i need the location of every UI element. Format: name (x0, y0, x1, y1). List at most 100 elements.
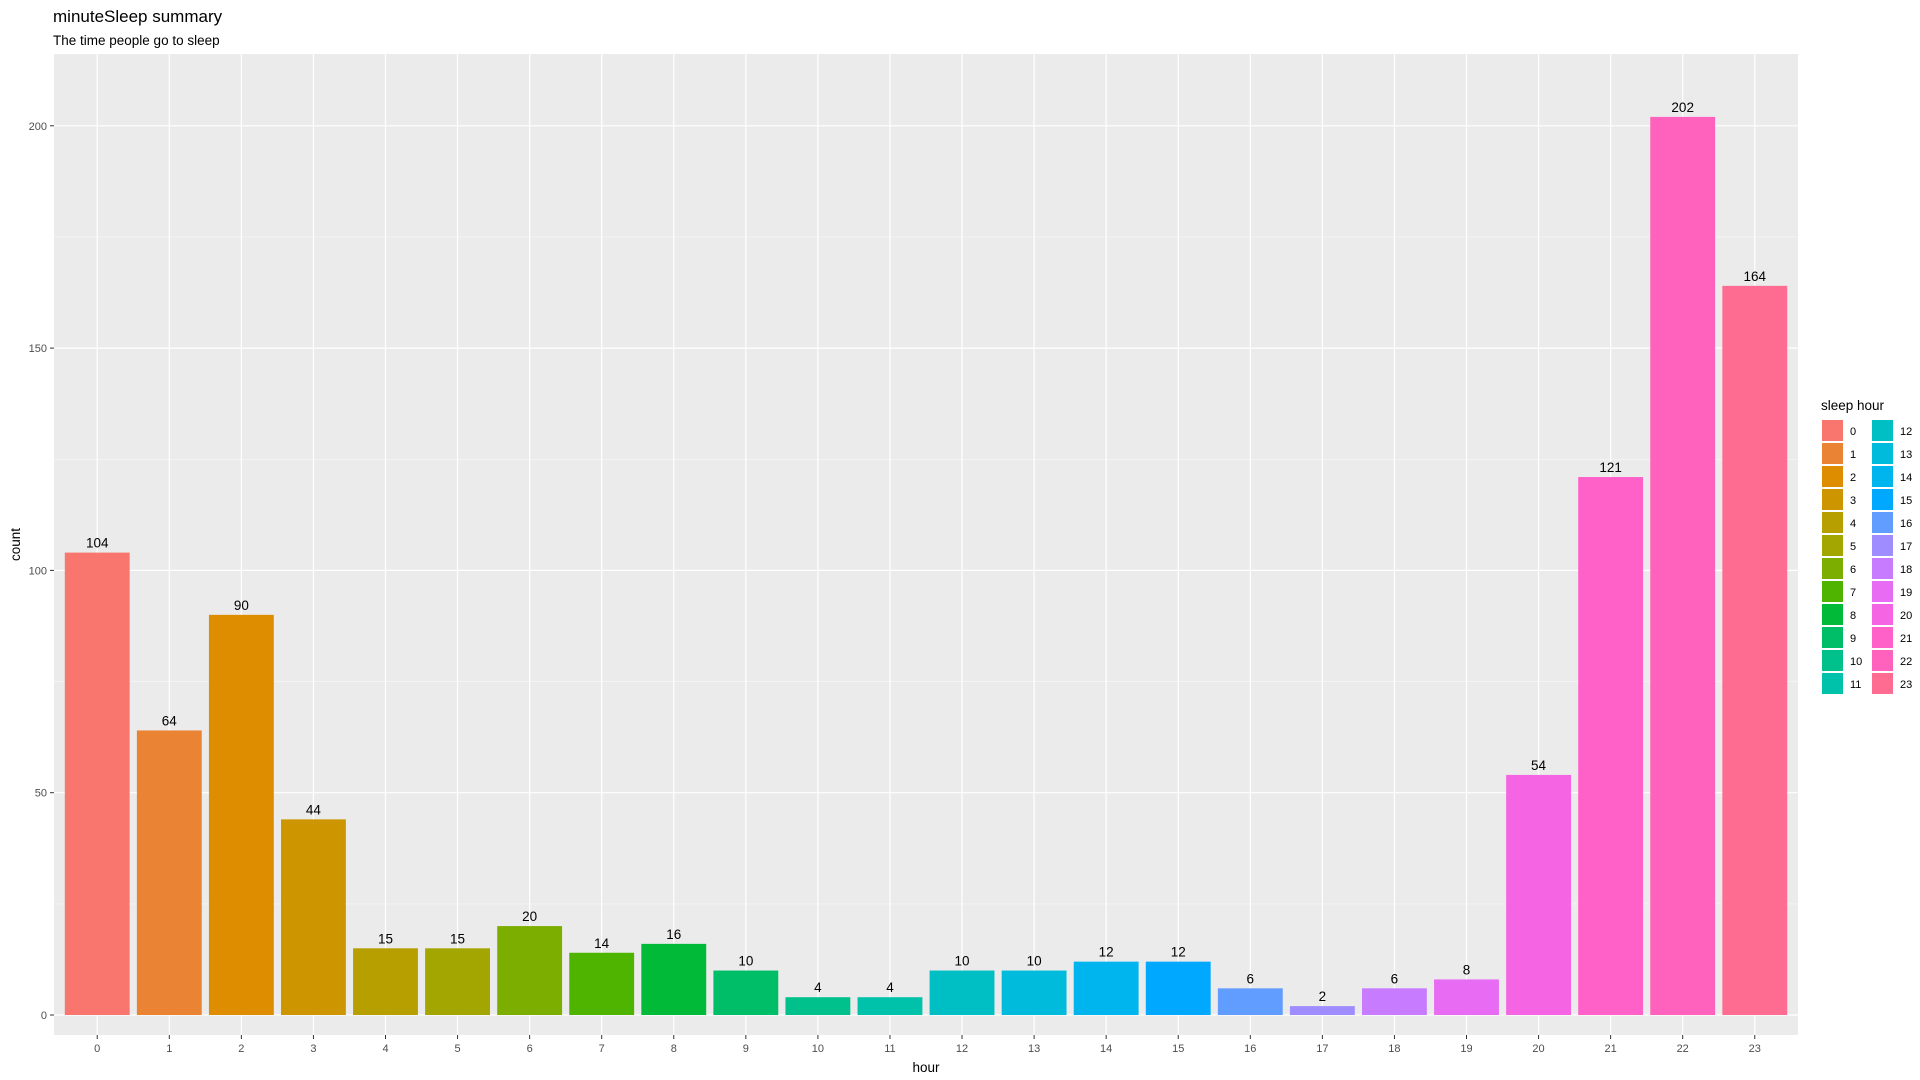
bar (281, 819, 346, 1015)
legend-label: 19 (1900, 587, 1912, 599)
legend-label: 16 (1900, 518, 1912, 530)
legend-key (1822, 650, 1843, 671)
bars (64, 116, 1788, 1016)
legend-label: 8 (1850, 610, 1856, 622)
bar-value-label: 121 (1599, 460, 1622, 475)
x-tick-label: 0 (94, 1043, 100, 1055)
bar (208, 614, 274, 1015)
legend-label: 2 (1850, 472, 1856, 484)
y-axis-title: count (8, 528, 23, 561)
x-tick-label: 6 (527, 1043, 533, 1055)
bar (1073, 961, 1139, 1015)
bar-value-label: 90 (234, 598, 249, 613)
legend-label: 11 (1850, 679, 1861, 691)
x-tick-label: 11 (884, 1043, 895, 1055)
bar (929, 970, 995, 1015)
x-tick-label: 15 (1172, 1043, 1184, 1055)
legend-label: 15 (1900, 495, 1912, 507)
bar-value-label: 202 (1671, 100, 1694, 115)
bar-value-label: 10 (738, 954, 753, 969)
chart-title: minuteSleep summary (53, 7, 223, 26)
legend-label: 0 (1850, 426, 1856, 438)
legend-key (1822, 604, 1843, 625)
legend-key (1872, 581, 1893, 602)
x-tick-label: 2 (238, 1043, 244, 1055)
legend-label: 1 (1850, 449, 1856, 461)
bar-value-label: 14 (594, 936, 610, 951)
bar-value-label: 10 (1027, 954, 1042, 969)
x-tick-label: 18 (1388, 1043, 1400, 1055)
x-axis-ticks: 0 1 2 3 4 5 6 7 8 9 10 11 12 13 14 15 16 17 18 19 20 21 22 23 (94, 1035, 1761, 1055)
bar (353, 948, 418, 1015)
chart-subtitle: The time people go to sleep (53, 33, 220, 48)
x-tick-label: 22 (1677, 1043, 1689, 1055)
x-tick-label: 17 (1316, 1043, 1328, 1055)
bar (785, 997, 851, 1015)
x-tick-label: 20 (1532, 1043, 1544, 1055)
bar-value-label: 164 (1743, 269, 1766, 284)
x-tick-label: 5 (455, 1043, 461, 1055)
legend-key (1822, 420, 1843, 441)
legend-key (1822, 466, 1843, 487)
legend-label: 23 (1900, 679, 1912, 691)
bar-value-label: 8 (1463, 962, 1471, 977)
x-tick-label: 10 (812, 1043, 824, 1055)
bar-value-label: 54 (1531, 758, 1547, 773)
legend-key (1872, 558, 1893, 579)
legend-key (1872, 535, 1893, 556)
legend-key (1872, 443, 1893, 464)
x-tick-label: 3 (310, 1043, 316, 1055)
bar (1217, 988, 1283, 1015)
legend-key (1822, 512, 1843, 533)
bar (641, 943, 707, 1015)
legend-label: 14 (1900, 472, 1912, 484)
bar-value-label: 12 (1099, 945, 1114, 960)
legend-label: 9 (1850, 633, 1856, 645)
legend-label: 17 (1900, 541, 1912, 553)
x-tick-label: 16 (1244, 1043, 1256, 1055)
legend-title: sleep hour (1821, 398, 1885, 413)
legend-label: 22 (1900, 656, 1912, 668)
legend-key (1822, 581, 1843, 602)
bar (64, 552, 130, 1015)
legend-key (1872, 650, 1893, 671)
x-tick-label: 1 (166, 1043, 172, 1055)
legend-label: 20 (1900, 610, 1912, 622)
x-tick-label: 19 (1460, 1043, 1472, 1055)
y-tick-label: 200 (29, 121, 47, 133)
y-tick-label: 100 (29, 565, 47, 577)
legend-key (1872, 466, 1893, 487)
bar-value-label: 16 (666, 927, 681, 942)
bar-value-label: 6 (1391, 971, 1399, 986)
bar-value-label: 6 (1247, 971, 1255, 986)
legend-key (1872, 627, 1893, 648)
legend-key (1872, 673, 1893, 694)
legend-label: 21 (1900, 633, 1912, 645)
bar-value-label: 10 (955, 954, 970, 969)
bar-value-label: 2 (1319, 989, 1327, 1004)
bar-value-label: 12 (1171, 945, 1186, 960)
legend-label: 18 (1900, 564, 1912, 576)
y-axis-ticks: 0 50 100 150 200 (29, 121, 54, 1022)
bar (1001, 970, 1067, 1015)
legend-key (1872, 489, 1893, 510)
legend-key (1822, 558, 1843, 579)
legend-key (1822, 443, 1843, 464)
legend-key (1872, 420, 1893, 441)
y-tick-label: 150 (29, 343, 47, 355)
legend-label: 12 (1900, 426, 1912, 438)
legend-label: 5 (1850, 541, 1856, 553)
legend-key (1822, 535, 1843, 556)
x-tick-label: 8 (671, 1043, 677, 1055)
legend-key (1822, 489, 1843, 510)
legend-label: 7 (1850, 587, 1856, 599)
bar-value-label: 20 (522, 909, 537, 924)
bar-value-label: 104 (86, 536, 109, 551)
legend-label: 13 (1900, 449, 1912, 461)
x-tick-label: 13 (1028, 1043, 1040, 1055)
x-tick-label: 21 (1605, 1043, 1617, 1055)
bar (1650, 116, 1716, 1015)
